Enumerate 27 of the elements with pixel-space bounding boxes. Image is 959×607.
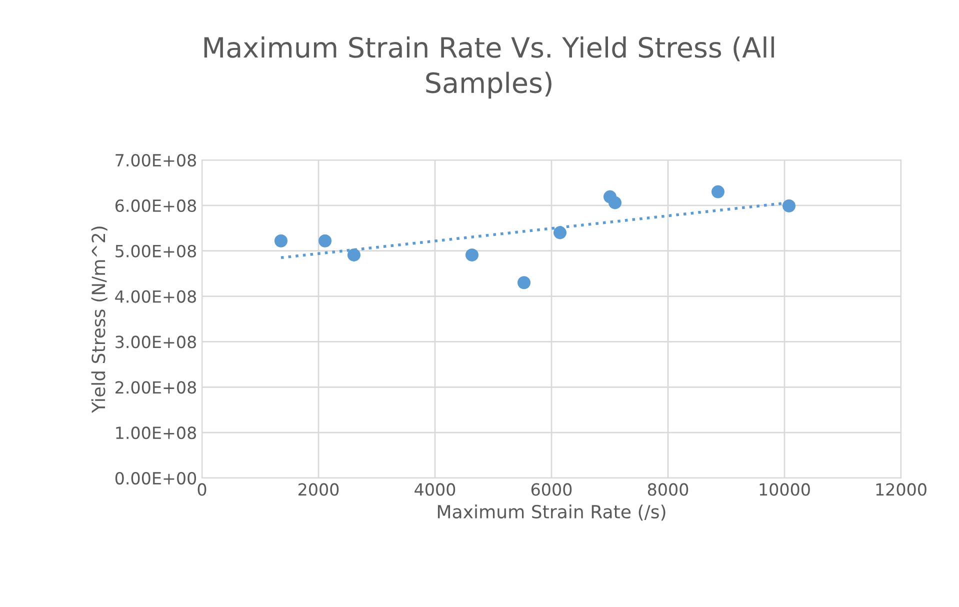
- y-tick-label: 5.00E+08: [116, 244, 196, 258]
- y-tick-label: 7.00E+08: [116, 154, 196, 167]
- point: [274, 234, 288, 248]
- y-tick-label: 2.00E+08: [116, 381, 196, 394]
- point: [782, 199, 796, 212]
- y-axis-title: Yield Stress (N/m^2): [91, 226, 108, 413]
- x-tick-label: 8000: [648, 483, 688, 496]
- y-tick-label: 6.00E+08: [115, 199, 196, 212]
- point: [711, 185, 724, 198]
- point: [465, 248, 478, 262]
- chart-title: Maximum Strain Rate Vs. Yield Stress (All Samples): [204, 36, 774, 99]
- x-tick-label: 4000: [414, 483, 456, 496]
- point: [318, 234, 332, 248]
- point: [608, 196, 622, 210]
- x-tick-label: 2000: [298, 483, 339, 496]
- x-tick-label: 0: [198, 483, 206, 496]
- x-tick-label: 10000: [760, 483, 810, 496]
- y-tick-label: 4.00E+08: [115, 290, 196, 303]
- x-tick-label: 6000: [531, 483, 572, 496]
- point: [518, 276, 531, 290]
- y-tick-label: 0.00E+00: [115, 472, 196, 485]
- y-tick-label: 3.00E+08: [116, 336, 196, 348]
- y-tick-label: 1.00E+08: [116, 426, 196, 440]
- x-axis-title: Maximum Strain Rate (/s): [438, 504, 666, 521]
- point: [554, 226, 567, 240]
- x-tick-label: 12000: [876, 483, 926, 496]
- point: [347, 248, 360, 262]
